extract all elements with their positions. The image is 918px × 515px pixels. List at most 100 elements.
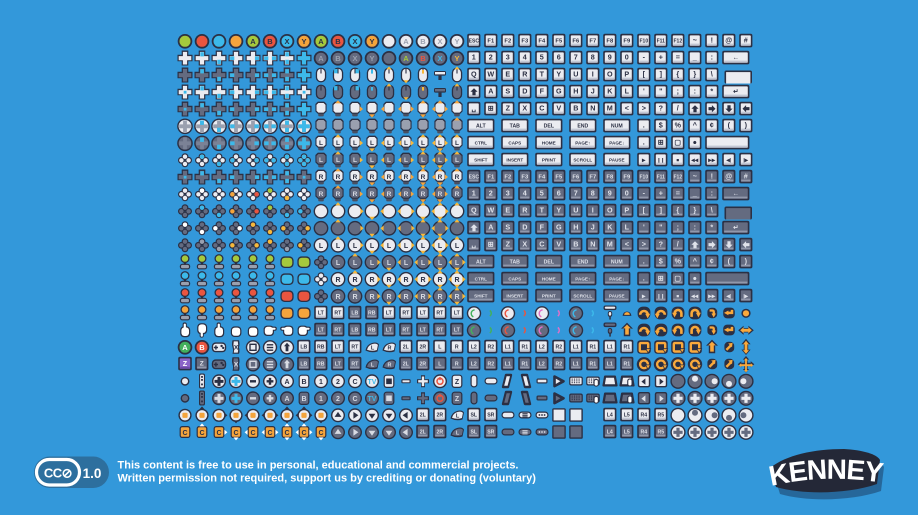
svg-text:R: R: [370, 191, 375, 198]
svg-text:H: H: [573, 87, 578, 96]
svg-text:C: C: [250, 430, 255, 437]
svg-text:2L: 2L: [420, 430, 427, 436]
svg-text:F7: F7: [589, 175, 596, 181]
svg-text:L2: L2: [471, 345, 477, 351]
svg-text:LT: LT: [318, 311, 325, 317]
svg-text:B: B: [335, 37, 341, 46]
svg-text:DEL: DEL: [544, 260, 555, 266]
svg-text:RB: RB: [317, 362, 325, 368]
svg-text:B: B: [420, 37, 426, 46]
svg-text:2L: 2L: [403, 345, 410, 351]
svg-text:❙❙: ❙❙: [657, 294, 665, 300]
svg-text:7: 7: [574, 53, 578, 62]
svg-text:TV: TV: [368, 396, 377, 403]
svg-text:R: R: [388, 363, 392, 369]
svg-text:1: 1: [319, 396, 323, 403]
svg-text:?: ?: [659, 240, 663, 249]
svg-text:C: C: [233, 430, 238, 437]
svg-text:F3: F3: [521, 39, 529, 45]
svg-text:}: }: [693, 70, 696, 79]
svg-text:F: F: [540, 223, 545, 232]
svg-text:◀◀: ◀◀: [690, 158, 699, 163]
svg-text:RT: RT: [351, 362, 359, 368]
svg-text:Y: Y: [369, 37, 374, 46]
svg-text:PRINT: PRINT: [542, 158, 556, 163]
svg-text:E: E: [505, 206, 510, 215]
svg-text:C: C: [352, 379, 357, 386]
svg-text:TV: TV: [368, 379, 377, 386]
svg-text:RT: RT: [402, 311, 410, 317]
svg-text:-: -: [643, 189, 646, 198]
svg-text:CC⊘: CC⊘: [44, 466, 72, 481]
svg-text:▶: ▶: [641, 294, 647, 299]
svg-text:A: A: [284, 396, 289, 403]
svg-text:R: R: [335, 294, 340, 301]
svg-text:L: L: [404, 260, 409, 267]
svg-text:C: C: [216, 430, 221, 437]
svg-text:■: ■: [676, 294, 679, 299]
svg-text:F9: F9: [623, 39, 631, 45]
svg-text:SR: SR: [487, 413, 494, 419]
svg-text:[: [: [643, 70, 646, 79]
svg-text:RT: RT: [436, 311, 444, 317]
svg-text:$: $: [659, 121, 663, 130]
svg-text:RB: RB: [368, 311, 376, 317]
svg-text:SHIFT: SHIFT: [474, 158, 487, 163]
svg-text:LB: LB: [300, 345, 307, 351]
svg-text:▶▶: ▶▶: [707, 158, 717, 163]
svg-text:^: ^: [693, 121, 698, 130]
svg-text:L: L: [438, 140, 442, 147]
svg-text:L1: L1: [505, 345, 511, 351]
svg-text:L: L: [371, 363, 375, 369]
svg-text:2: 2: [336, 379, 340, 386]
svg-text:>: >: [642, 104, 646, 113]
svg-text:R: R: [369, 294, 374, 301]
svg-text:B: B: [267, 37, 273, 46]
svg-text:C: C: [284, 430, 289, 437]
svg-text:PAGE↓: PAGE↓: [609, 141, 624, 146]
svg-text:A: A: [318, 54, 324, 63]
svg-text:LT: LT: [420, 311, 427, 317]
svg-text:LT: LT: [420, 328, 427, 334]
svg-text:R: R: [404, 174, 409, 181]
svg-text:L4: L4: [607, 413, 613, 419]
svg-text:F2: F2: [504, 39, 511, 45]
svg-text:R: R: [455, 174, 460, 181]
svg-text:E: E: [505, 70, 510, 79]
svg-text:HOME: HOME: [542, 277, 556, 282]
svg-text:END: END: [577, 260, 588, 266]
svg-text:L: L: [336, 243, 341, 250]
svg-text:◀|: ◀|: [725, 158, 731, 163]
svg-text:>: >: [642, 240, 646, 249]
svg-text:NUM: NUM: [611, 260, 623, 266]
svg-text:¢: ¢: [710, 121, 714, 130]
svg-text:A: A: [403, 37, 409, 46]
svg-text:L: L: [438, 260, 443, 267]
svg-text:': ': [643, 87, 645, 96]
svg-text:CTRL: CTRL: [475, 277, 487, 282]
svg-text:RT: RT: [351, 345, 359, 351]
svg-text:L5: L5: [624, 430, 630, 436]
svg-text:LB: LB: [300, 362, 307, 368]
svg-text:D: D: [522, 223, 527, 232]
svg-text:L: L: [455, 157, 459, 164]
svg-text:LT: LT: [454, 328, 461, 334]
svg-text:6: 6: [557, 53, 561, 62]
svg-text:*: *: [710, 87, 713, 96]
svg-text:Z: Z: [506, 240, 511, 249]
svg-text:_: _: [692, 189, 698, 198]
svg-text:R5: R5: [657, 430, 664, 436]
svg-text:1: 1: [472, 53, 476, 62]
svg-text:L: L: [421, 157, 425, 164]
svg-text:L: L: [438, 243, 443, 250]
svg-text:L: L: [353, 140, 357, 147]
svg-text:1.0: 1.0: [83, 466, 102, 481]
svg-text:L1: L1: [573, 362, 579, 368]
svg-text:F12: F12: [673, 39, 682, 45]
svg-text:F3: F3: [521, 175, 529, 181]
svg-text:ESC: ESC: [469, 39, 480, 45]
svg-text:2L: 2L: [420, 413, 427, 419]
svg-text:L4: L4: [607, 430, 613, 436]
svg-text:W: W: [487, 206, 494, 215]
svg-text:L: L: [387, 243, 392, 250]
